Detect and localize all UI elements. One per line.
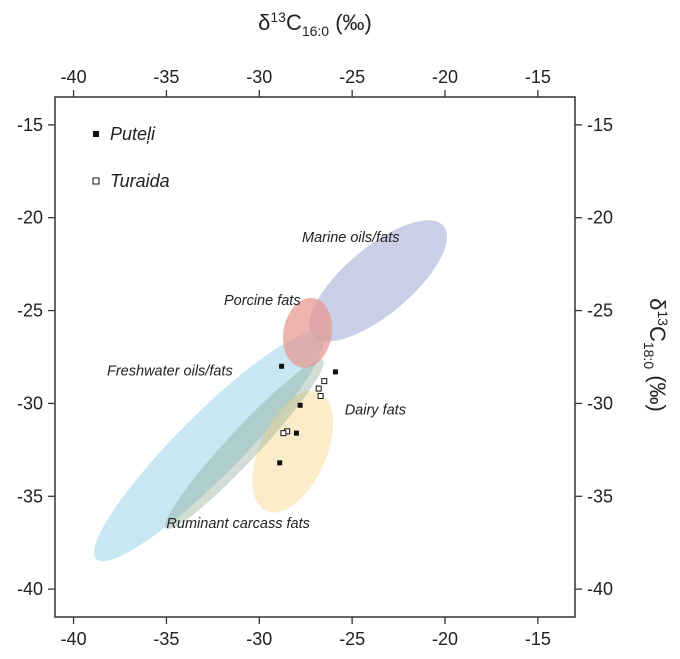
x-axis-title: δ13C16:0 (‰) bbox=[258, 9, 372, 39]
region-label: Dairy fats bbox=[345, 403, 406, 419]
x-tick-label-bottom: -35 bbox=[153, 629, 179, 649]
axes-ticks: -40 -40 -35 -35 -30 -30 -25 -25 -20 -20 -15 -15 -15 -… bbox=[17, 67, 613, 649]
x-tick-label-top: -20 bbox=[432, 67, 458, 87]
puteli-point bbox=[293, 430, 299, 436]
region-ellipse-ruminant-carcass-fats bbox=[165, 359, 324, 530]
region-label: Ruminant carcass fats bbox=[166, 516, 309, 532]
y-tick-label-left: -25 bbox=[17, 301, 43, 321]
x-tick-label-top: -35 bbox=[153, 67, 179, 87]
puteli-point bbox=[279, 363, 285, 369]
y-tick-label-left: -15 bbox=[17, 115, 43, 135]
y-tick-label-right: -30 bbox=[587, 393, 613, 413]
y-tick-label-left: -40 bbox=[17, 579, 43, 599]
turaida-point bbox=[317, 393, 324, 399]
x-tick-label-bottom: -30 bbox=[246, 629, 272, 649]
region-labels: Marine oils/fats Porcine fats Freshwater o… bbox=[107, 230, 406, 532]
plot-frame bbox=[54, 96, 576, 618]
y-axis-title: δ13C18:0 (‰) bbox=[641, 298, 671, 412]
legend-label-turaida: Turaida bbox=[110, 171, 170, 191]
region-label: Freshwater oils/fats bbox=[107, 364, 233, 380]
x-tick-label-bottom: -15 bbox=[525, 629, 551, 649]
region-label: Marine oils/fats bbox=[302, 230, 400, 246]
y-tick-label-left: -35 bbox=[17, 486, 43, 506]
x-tick-label-top: -40 bbox=[61, 67, 87, 87]
legend-marker-puteli bbox=[93, 131, 99, 137]
y-tick-label-right: -40 bbox=[587, 579, 613, 599]
y-tick-label-right: -25 bbox=[587, 301, 613, 321]
puteli-point bbox=[277, 460, 283, 466]
turaida-point bbox=[280, 430, 287, 437]
region-ellipse-porcine-fats bbox=[283, 297, 333, 368]
y-tick-label-right: -20 bbox=[587, 208, 613, 228]
x-tick-label-top: -25 bbox=[339, 67, 365, 87]
region-label: Porcine fats bbox=[224, 293, 301, 309]
puteli-point bbox=[297, 402, 303, 408]
y-tick-label-right: -15 bbox=[587, 115, 613, 135]
legend-label-puteli: Puteļi bbox=[110, 124, 156, 144]
legend: Puteļi Turaida bbox=[92, 124, 170, 191]
y-tick-label-left: -20 bbox=[17, 208, 43, 228]
legend-marker-turaida bbox=[92, 177, 100, 185]
y-tick-label-left: -30 bbox=[17, 393, 43, 413]
region-ellipse-dairy-fats bbox=[252, 390, 334, 513]
region-ellipse-freshwater-oils-fats bbox=[94, 331, 325, 562]
x-tick-label-bottom: -25 bbox=[339, 629, 365, 649]
region-ellipse-marine-oils-fats bbox=[309, 220, 448, 342]
x-tick-label-bottom: -40 bbox=[61, 629, 87, 649]
y-tick-label-right: -35 bbox=[587, 486, 613, 506]
turaida-point bbox=[315, 385, 322, 392]
puteli-point bbox=[332, 369, 338, 375]
turaida-point bbox=[321, 378, 328, 385]
x-tick-label-top: -15 bbox=[525, 67, 551, 87]
data-points bbox=[277, 363, 338, 466]
x-tick-label-bottom: -20 bbox=[432, 629, 458, 649]
x-tick-label-top: -30 bbox=[246, 67, 272, 87]
region-ellipses bbox=[94, 220, 448, 562]
